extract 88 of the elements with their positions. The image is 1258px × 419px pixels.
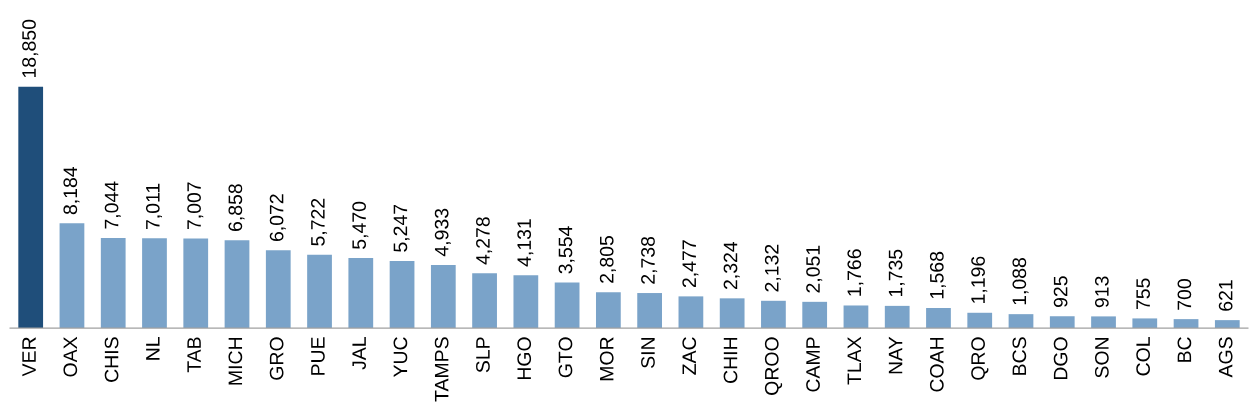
data-label: 1,196 [971, 256, 988, 303]
data-label: 8,184 [63, 166, 80, 215]
data-label: 7,011 [145, 183, 162, 230]
bar [926, 308, 951, 329]
bar [1049, 316, 1075, 329]
data-label: 1,088 [1012, 258, 1029, 305]
bar [348, 258, 374, 329]
x-tick-label: COAH [929, 338, 944, 392]
data-label: 7,044 [104, 181, 121, 229]
data-label: 5,247 [393, 204, 410, 252]
x-tick-label: ZAC [682, 337, 697, 375]
bar [183, 238, 209, 329]
data-label: 2,477 [682, 240, 699, 288]
data-label: 6,858 [228, 184, 245, 231]
data-label: 913 [1094, 276, 1109, 308]
x-tick-label: GRO [269, 337, 284, 380]
data-label: 700 [1177, 279, 1192, 310]
x-tick-label: PUE [311, 337, 325, 375]
x-tick-label: JAL [352, 337, 367, 370]
x-tick-label: BCS [1012, 337, 1027, 375]
bar [1132, 318, 1158, 329]
bar [1091, 316, 1116, 329]
data-label: 4,278 [476, 217, 493, 265]
x-tick-label: DGO [1053, 337, 1068, 380]
data-label: 621 [1218, 280, 1233, 311]
bar [389, 260, 415, 329]
x-tick-label: QROO [764, 337, 783, 395]
bar [967, 312, 993, 329]
bar [430, 264, 456, 329]
x-tick-label: MOR [599, 337, 614, 381]
data-label: 1,735 [888, 249, 905, 297]
bar [513, 275, 539, 329]
x-tick-label: SIN [641, 338, 655, 368]
x-tick-label: NL [146, 337, 160, 360]
x-tick-label: GTO [558, 337, 573, 378]
bar [843, 305, 869, 329]
x-tick-label: TAB [187, 337, 201, 373]
bar [100, 237, 126, 329]
x-tick-label: SLP [476, 337, 490, 373]
data-label: 18,850 [22, 19, 39, 78]
bar [224, 240, 250, 329]
bar [554, 282, 580, 329]
x-tick-label: TLAX [847, 336, 861, 385]
x-tick-label: MICH [228, 338, 243, 385]
x-tick-label: YUC [393, 337, 408, 378]
data-label: 755 [1136, 278, 1150, 310]
x-tick-label: OAX [63, 336, 78, 377]
data-label: 1,568 [929, 251, 946, 299]
x-tick-label: VER [22, 337, 36, 377]
data-label: 2,805 [599, 236, 616, 283]
data-label: 5,470 [352, 201, 369, 249]
data-label: 7,007 [187, 182, 204, 230]
data-label: 2,051 [806, 245, 823, 293]
bar [884, 305, 910, 329]
data-label: 4,933 [434, 208, 451, 257]
x-tick-label: HGO [517, 337, 532, 380]
bar [265, 250, 291, 329]
bar [595, 292, 621, 329]
data-label: 2,738 [641, 236, 658, 284]
x-tick-label: QRO [971, 337, 989, 380]
x-tick-label: TAMPS [434, 337, 449, 402]
x-tick-label: CHIH [723, 338, 738, 383]
x-tick-label: SON [1094, 338, 1109, 378]
data-label: 6,072 [269, 194, 286, 242]
bar [307, 254, 332, 329]
bar [678, 296, 704, 329]
data-label: 5,722 [310, 198, 328, 246]
x-tick-label: NAY [888, 336, 903, 374]
bar [761, 300, 786, 329]
data-label: 2,132 [764, 244, 781, 292]
bar [1008, 314, 1034, 329]
bar [59, 223, 85, 329]
data-label: 2,324 [723, 241, 740, 290]
bar [637, 293, 663, 329]
data-label: 4,131 [517, 219, 534, 267]
bar [802, 301, 828, 329]
x-tick-label: CAMP [806, 337, 820, 392]
x-tick-label: BC [1177, 337, 1192, 362]
bar [18, 86, 44, 329]
bar [142, 238, 167, 329]
data-label: 925 [1053, 276, 1068, 307]
x-tick-label: CHIS [104, 337, 119, 382]
data-label: 1,766 [847, 249, 864, 296]
bar [472, 273, 497, 329]
x-tick-label: AGS [1218, 337, 1233, 378]
bar [719, 298, 745, 329]
x-tick-label: COL [1136, 337, 1150, 376]
data-label: 3,554 [558, 226, 575, 274]
